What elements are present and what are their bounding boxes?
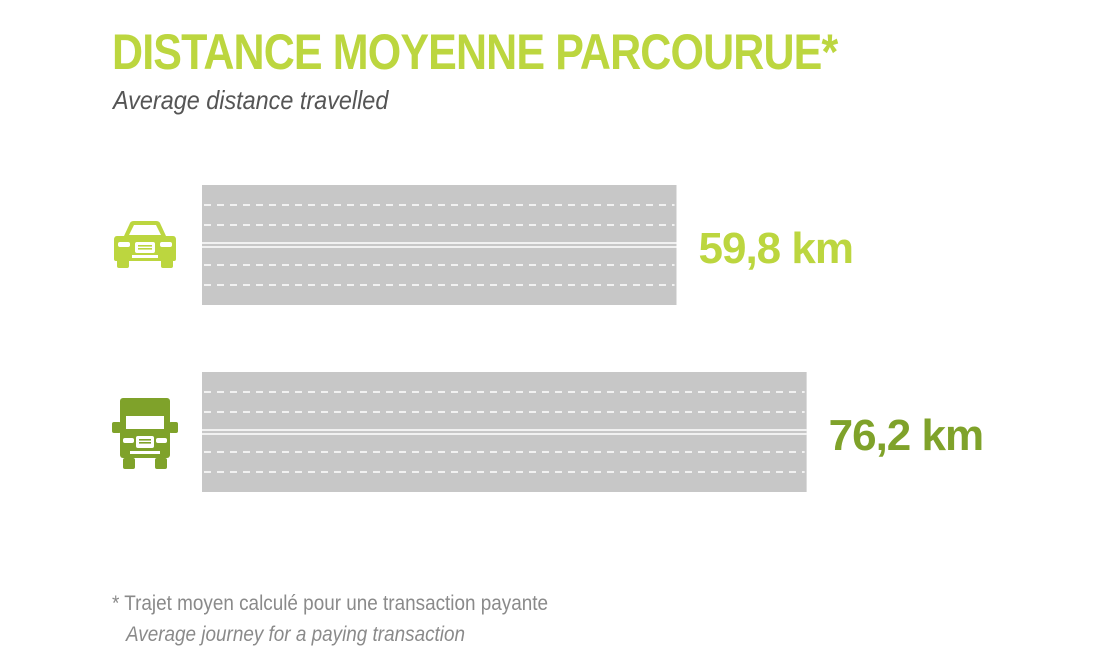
footnote-en: Average journey for a paying transaction: [126, 623, 466, 646]
chart-subtitle: Average distance travelled: [113, 85, 389, 115]
chart-title: DISTANCE MOYENNE PARCOURUE*: [112, 24, 838, 80]
bar-row: 76,2 km: [112, 372, 984, 492]
car-icon: [114, 221, 176, 268]
bar-row: 59,8 km: [114, 185, 854, 305]
value-label: 76,2 km: [829, 411, 983, 460]
footnote-fr: * Trajet moyen calculé pour une transact…: [112, 592, 549, 615]
bar: [202, 372, 807, 492]
bars-layer: 59,8 km 76,2 km: [112, 185, 984, 492]
truck-icon: [112, 398, 178, 469]
value-label: 59,8 km: [699, 224, 853, 273]
bar: [202, 185, 677, 305]
